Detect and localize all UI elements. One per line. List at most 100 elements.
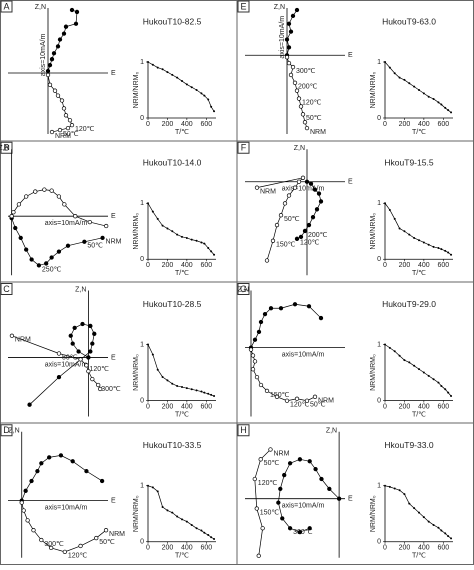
demag-point: [427, 374, 430, 377]
step-label: NRM: [273, 450, 289, 457]
demag-point: [213, 395, 216, 398]
y-axis-label: NRM/NRM₀: [370, 495, 377, 532]
demag-point: [166, 509, 169, 512]
demag-point: [422, 241, 425, 244]
demag-point: [418, 511, 420, 514]
east-label: E: [111, 213, 116, 220]
sample-title: HukouT9-63.0: [382, 16, 436, 26]
vertical-projection-point: [274, 222, 280, 228]
north-label: Z,N: [326, 428, 337, 435]
horizontal-projection-point: [35, 468, 40, 474]
demag-point: [388, 485, 391, 488]
horizontal-projection-point: [287, 461, 293, 466]
demag-point: [403, 493, 406, 496]
step-label: 50℃: [63, 131, 79, 138]
y-tick-label: 0: [377, 115, 381, 122]
horizontal-projection-point: [306, 304, 312, 309]
step-label: 50℃: [306, 115, 322, 122]
east-label: E: [111, 498, 116, 505]
north-label: Z,N: [238, 286, 249, 293]
horizontal-projection-point: [92, 331, 97, 336]
demag-point: [440, 248, 443, 251]
demag-point: [190, 238, 193, 241]
vertical-projection-point: [103, 528, 109, 533]
y-axis-label: NRM/NRM₀: [133, 354, 140, 391]
vertical-projection-point: [258, 457, 263, 462]
vertical-projection-point: [300, 112, 306, 117]
horizontal-projection-point: [23, 488, 28, 493]
horizontal-projection-point: [82, 239, 87, 244]
x-tick-label: 0: [383, 545, 387, 552]
demag-point: [444, 532, 447, 535]
demag-point: [427, 243, 430, 246]
step-label: 50℃: [310, 402, 326, 409]
demag-point: [200, 92, 203, 95]
vertical-projection-point: [284, 398, 290, 403]
demag-line: [384, 203, 452, 256]
demag-point: [393, 217, 396, 220]
vertical-projection-point: [24, 194, 29, 199]
vertical-projection-point: [61, 106, 67, 111]
demag-point: [393, 72, 396, 75]
horizontal-projection-point: [256, 329, 262, 334]
horizontal-projection-point: [90, 341, 95, 346]
demag-point: [444, 388, 447, 391]
vertical-projection-point: [264, 258, 270, 263]
demag-point: [432, 245, 435, 248]
east-label: E: [348, 496, 353, 503]
demag-line: [147, 61, 215, 112]
vertical-projection-point: [62, 202, 67, 207]
horizontal-projection-point: [69, 7, 75, 13]
demag-point: [447, 535, 450, 538]
horizontal-projection-point: [49, 57, 55, 62]
y-tick-label: 1: [377, 483, 381, 490]
vertical-projection-point: [63, 113, 69, 118]
horizontal-projection-point: [286, 21, 292, 26]
vertical-projection-point: [250, 353, 256, 358]
horizontal-projection-point: [68, 333, 73, 338]
demag-point: [181, 386, 183, 389]
horizontal-projection-point: [80, 321, 85, 327]
sample-title: HukouT10-33.5: [143, 440, 202, 450]
north-label: Z,N: [0, 145, 10, 152]
demag-point: [413, 507, 416, 510]
demag-point: [427, 520, 430, 523]
demag-point: [171, 511, 174, 514]
horizontal-projection-point: [286, 45, 292, 50]
demag-point: [161, 375, 164, 378]
demag-point: [384, 484, 386, 487]
demag-point: [161, 506, 164, 509]
demag-point: [213, 253, 216, 256]
demag-point: [166, 379, 169, 382]
demag-line: [384, 485, 452, 539]
horizontal-projection-point: [72, 325, 77, 331]
demag-point: [156, 368, 159, 371]
horizontal-projection-point: [319, 476, 324, 482]
vertical-projection-point: [49, 188, 54, 193]
step-label: 120℃: [290, 402, 310, 409]
vertical-projection-point: [296, 179, 302, 184]
north-label: Z,N: [35, 4, 46, 11]
demag-point: [176, 233, 179, 236]
east-label: E: [348, 179, 353, 186]
panel-label-box: [0, 0, 13, 13]
demag-point: [185, 83, 188, 86]
demag-point: [418, 89, 420, 91]
sample-title: HukouT10-82.5: [143, 16, 202, 26]
x-tick-label: 400: [418, 403, 430, 410]
horizontal-projection-point: [278, 486, 283, 491]
demag-point: [166, 227, 169, 230]
horizontal-projection-point: [65, 243, 71, 248]
demag-point: [181, 80, 183, 83]
demag-line: [384, 344, 452, 397]
vertical-projection-point: [284, 55, 290, 60]
horizontal-projection-point: [24, 247, 29, 252]
demag-point: [437, 381, 440, 384]
x-axis-label: T/℃: [412, 553, 426, 560]
x-tick-label: 0: [146, 545, 150, 552]
vertical-projection-point: [87, 219, 92, 225]
demag-point: [413, 85, 416, 88]
x-tick-label: 600: [200, 262, 212, 269]
horizontal-projection-point: [276, 500, 281, 505]
